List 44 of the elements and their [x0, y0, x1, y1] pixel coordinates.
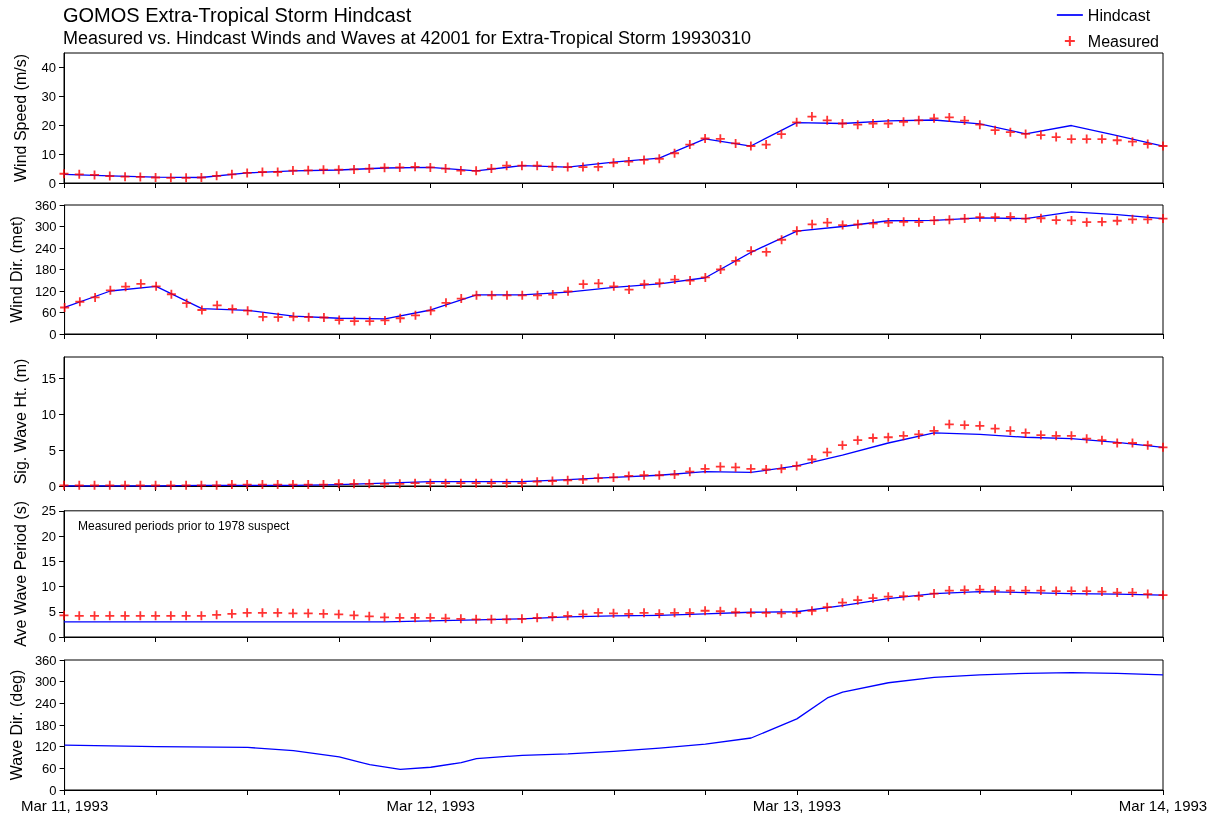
y-axis-title: Wind Dir. (met) [7, 216, 25, 323]
y-tick-label: 20 [41, 528, 56, 544]
y-axis-title: Wind Speed (m/s) [11, 53, 29, 183]
y-tick-label: 10 [41, 406, 56, 422]
y-tick-label: 5 [48, 604, 56, 620]
y-tick-label: 60 [42, 760, 57, 776]
y-tick-label: 240 [34, 695, 57, 711]
y-tick-label: 20 [41, 117, 56, 133]
y-tick-label: 0 [48, 175, 56, 191]
y-tick-label: 360 [34, 652, 57, 668]
x-tick-label: Mar 11, 1993 [20, 797, 109, 814]
y-tick-label: 0 [49, 326, 57, 342]
y-tick-label: 60 [42, 305, 57, 320]
y-tick-label: 15 [41, 553, 56, 569]
y-tick-label: 10 [41, 579, 56, 595]
chart-title: GOMOS Extra-Tropical Storm Hindcast [63, 4, 412, 26]
y-tick-label: 180 [34, 262, 57, 277]
y-tick-label: 180 [34, 717, 57, 733]
chart-subtitle: Measured vs. Hindcast Winds and Waves at 42001 for Extra-Tropical Storm 19930310 [63, 28, 751, 48]
y-tick-label: 10 [41, 146, 56, 162]
y-tick-label: 30 [41, 88, 56, 104]
y-tick-label: 300 [34, 674, 57, 690]
legend-label: Measured [1087, 32, 1160, 50]
y-axis-title: Wave Dir. (deg) [7, 669, 25, 781]
y-tick-label: 0 [48, 629, 56, 645]
y-tick-label: 360 [34, 197, 57, 213]
y-tick-label: 300 [34, 219, 57, 234]
y-tick-label: 0 [48, 478, 56, 494]
x-tick-label: Mar 13, 1993 [752, 797, 842, 814]
y-tick-label: 5 [48, 442, 56, 458]
y-tick-label: 120 [34, 739, 57, 755]
y-tick-label: 120 [34, 283, 57, 299]
x-tick-label: Mar 14, 1993 [1118, 797, 1208, 814]
x-tick-label: Mar 12, 1993 [386, 797, 475, 814]
y-axis-title: Ave Wave Period (s) [11, 501, 29, 647]
y-axis-title: Sig. Wave Ht. (m) [11, 358, 29, 485]
y-tick-label: 0 [49, 782, 57, 798]
annotation: Measured periods prior to 1978 suspect [78, 519, 291, 533]
y-tick-label: 15 [41, 371, 56, 386]
y-tick-label: 240 [34, 240, 57, 256]
y-tick-label: 25 [41, 503, 56, 519]
legend-label: Hindcast [1087, 6, 1151, 24]
line-series [63, 671, 1164, 771]
y-tick-label: 40 [41, 59, 56, 75]
